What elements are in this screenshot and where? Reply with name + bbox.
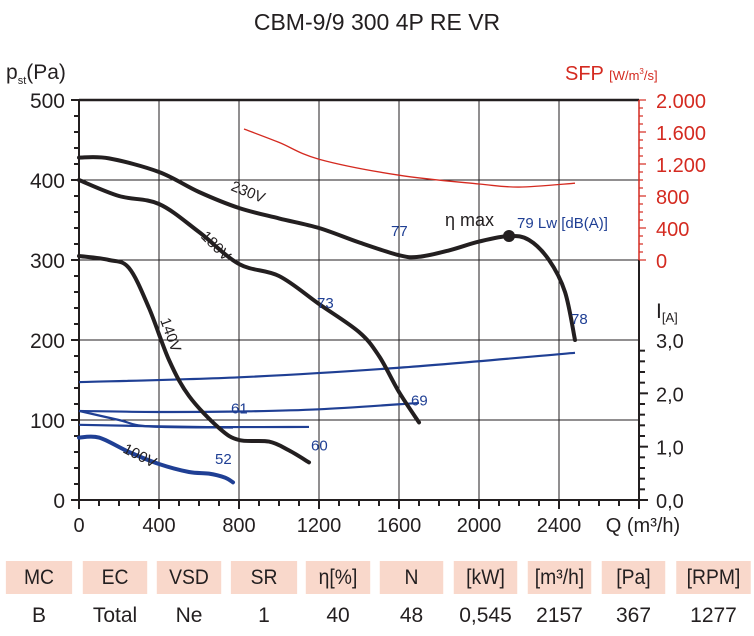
table-header-cell: VSD bbox=[156, 561, 222, 594]
table-value-cell: 367 bbox=[615, 604, 652, 627]
table-value-cell: 1 bbox=[258, 604, 270, 627]
sound-level-label: 52 bbox=[215, 451, 232, 468]
sfp-tick-label: 2.000 bbox=[656, 91, 706, 113]
table-value-cell: Total bbox=[92, 604, 138, 627]
x-tick-label: 1600 bbox=[377, 515, 422, 537]
sfp-tick-label: 400 bbox=[656, 219, 689, 241]
x-tick-label: 2000 bbox=[457, 515, 502, 537]
table-header-cell: EC bbox=[82, 561, 148, 594]
fan-performance-chart: CBM-9/9 300 4P RE VR 0 100 200 300 400 500 0 40… bbox=[6, 9, 706, 537]
current-axis-label: I[A] bbox=[656, 300, 678, 325]
sfp-tick-label: 800 bbox=[656, 187, 689, 209]
sound-level-label: 60 bbox=[311, 437, 328, 454]
chart-title: CBM-9/9 300 4P RE VR bbox=[254, 9, 500, 35]
curve-label-230V: 230V bbox=[229, 178, 268, 207]
sound-level-label: 79 Lw [dB(A)] bbox=[517, 215, 608, 232]
sound-level-label: 77 bbox=[391, 223, 408, 240]
curve-label-100V: 100V bbox=[120, 440, 159, 471]
sfp-line bbox=[243, 128, 576, 188]
x-axis-label: Q (m³/h) bbox=[606, 515, 680, 537]
y-tick-label: 100 bbox=[30, 410, 65, 433]
grid bbox=[79, 100, 639, 500]
table-header-cell: [Pa] bbox=[601, 561, 666, 594]
pressure-curve-100V bbox=[77, 434, 235, 485]
y-tick-label: 400 bbox=[30, 170, 65, 193]
eta-max-point bbox=[503, 230, 515, 242]
table-value-cell: 0,545 bbox=[459, 604, 512, 627]
x-tick-label: 2400 bbox=[537, 515, 582, 537]
axes bbox=[71, 98, 648, 509]
pressure-curve-180V bbox=[77, 178, 421, 425]
table-value-cell: 48 bbox=[399, 604, 424, 627]
eta-max-label: η max bbox=[445, 210, 494, 230]
sfp-tick-label: 1.200 bbox=[656, 155, 706, 177]
current-line-230V bbox=[78, 351, 576, 384]
table-value-cell: B bbox=[31, 604, 46, 627]
y-tick-label: 300 bbox=[30, 250, 65, 273]
x-tick-label: 800 bbox=[222, 515, 255, 537]
table-header-cell: MC bbox=[5, 561, 73, 594]
sfp-tick-label: 1.600 bbox=[656, 123, 706, 145]
current-tick-label: 2,0 bbox=[656, 384, 684, 406]
x-tick-label: 400 bbox=[142, 515, 175, 537]
current-tick-label: 3,0 bbox=[656, 331, 684, 353]
table-value-cell: 1277 bbox=[690, 604, 737, 627]
sound-level-label: 78 bbox=[571, 311, 588, 328]
current-tick-label: 1,0 bbox=[656, 438, 684, 460]
current-line-180V bbox=[78, 401, 420, 414]
table-header-cell: N bbox=[379, 561, 444, 594]
y-tick-label: 0 bbox=[53, 490, 65, 513]
current-tick-label: 0,0 bbox=[656, 491, 684, 513]
table-header-cell: [kW] bbox=[453, 561, 518, 594]
table-header-cell: SR bbox=[230, 561, 298, 594]
table-header-cell: η[%] bbox=[305, 561, 371, 594]
table-value-cell: 2157 bbox=[536, 604, 583, 627]
sfp-tick-label: 0 bbox=[656, 251, 667, 273]
pressure-curve-140V bbox=[77, 254, 311, 465]
sound-level-label: 69 bbox=[411, 393, 428, 410]
table-value-cell: Ne bbox=[175, 604, 203, 627]
current-line-100V bbox=[78, 409, 234, 429]
series-group bbox=[77, 128, 577, 485]
y-tick-label: 500 bbox=[30, 90, 65, 113]
y-tick-label: 200 bbox=[30, 330, 65, 353]
labels-group: 0 100 200 300 400 500 0 400 800 1200 1600 2000 2400 Q… bbox=[6, 61, 706, 537]
y-axis-label: pst(Pa) bbox=[6, 61, 66, 87]
sound-level-label: 73 bbox=[317, 295, 334, 312]
pressure-curve-230V bbox=[77, 155, 577, 342]
x-tick-label: 0 bbox=[73, 515, 84, 537]
table-header-cell: [m³/h] bbox=[527, 561, 592, 594]
table-value-cell: 40 bbox=[326, 604, 350, 627]
table-header-cell: [RPM] bbox=[676, 561, 751, 594]
sound-level-label: 61 bbox=[231, 401, 248, 418]
x-tick-label: 1200 bbox=[297, 515, 342, 537]
sfp-axis-label: SFP [W/m3/s] bbox=[565, 63, 658, 85]
